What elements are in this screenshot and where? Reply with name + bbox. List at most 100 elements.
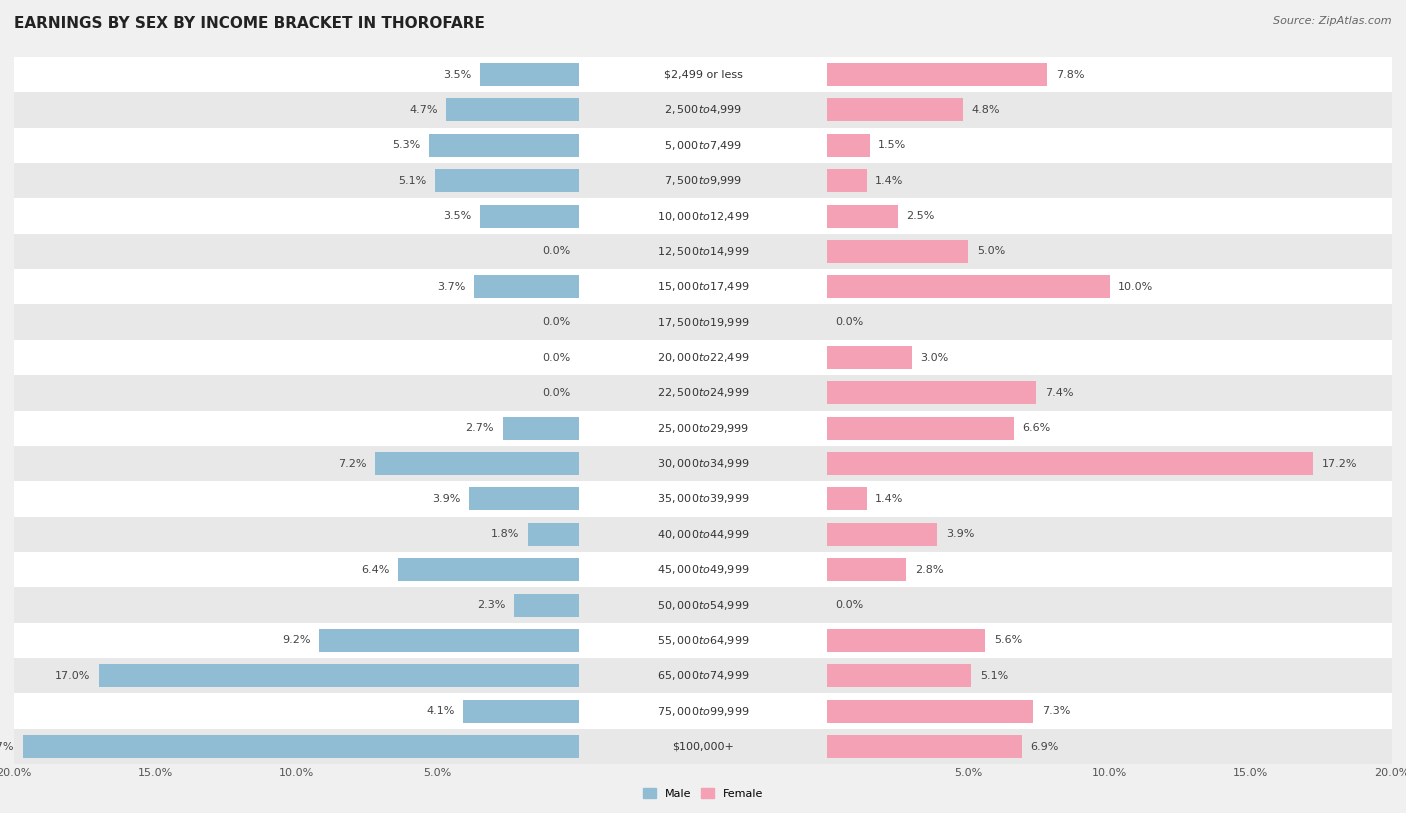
Bar xyxy=(434,169,579,192)
Bar xyxy=(0,128,1406,163)
Bar xyxy=(14,693,1406,729)
Bar xyxy=(263,552,1406,587)
Bar xyxy=(98,664,579,687)
Text: $75,000 to $99,999: $75,000 to $99,999 xyxy=(657,705,749,718)
Bar xyxy=(479,205,579,228)
Text: $2,499 or less: $2,499 or less xyxy=(664,70,742,80)
Text: $20,000 to $22,499: $20,000 to $22,499 xyxy=(657,351,749,364)
Bar xyxy=(14,481,1406,517)
Bar xyxy=(827,63,1047,86)
Text: $2,500 to $4,999: $2,500 to $4,999 xyxy=(664,103,742,116)
Text: $12,500 to $14,999: $12,500 to $14,999 xyxy=(657,245,749,258)
Text: Source: ZipAtlas.com: Source: ZipAtlas.com xyxy=(1274,16,1392,26)
Bar xyxy=(14,552,1406,587)
Text: 10.0%: 10.0% xyxy=(1118,282,1153,292)
Bar xyxy=(827,488,866,511)
Bar xyxy=(0,163,1406,198)
Text: $5,000 to $7,499: $5,000 to $7,499 xyxy=(664,139,742,152)
Bar xyxy=(263,340,1406,375)
Bar xyxy=(263,693,1406,729)
Bar xyxy=(263,269,1406,304)
Bar xyxy=(827,98,963,121)
Bar xyxy=(827,664,972,687)
Text: $50,000 to $54,999: $50,000 to $54,999 xyxy=(657,598,749,611)
Bar xyxy=(0,693,1406,729)
Bar xyxy=(527,523,579,546)
Text: 5.3%: 5.3% xyxy=(392,141,420,150)
Bar xyxy=(0,57,1406,92)
Text: 0.0%: 0.0% xyxy=(543,317,571,327)
Bar xyxy=(14,340,1406,375)
Text: 0.0%: 0.0% xyxy=(835,600,863,610)
Bar xyxy=(827,381,1036,404)
Bar xyxy=(827,276,1109,298)
Text: 6.6%: 6.6% xyxy=(1022,424,1050,433)
Bar xyxy=(463,700,579,723)
Text: 7.8%: 7.8% xyxy=(1056,70,1084,80)
Text: $30,000 to $34,999: $30,000 to $34,999 xyxy=(657,457,749,470)
Bar xyxy=(263,128,1406,163)
Text: 4.8%: 4.8% xyxy=(972,105,1000,115)
Bar xyxy=(479,63,579,86)
Text: $40,000 to $44,999: $40,000 to $44,999 xyxy=(657,528,749,541)
Text: 3.0%: 3.0% xyxy=(921,353,949,363)
Bar xyxy=(263,446,1406,481)
Text: 0.0%: 0.0% xyxy=(835,317,863,327)
Bar xyxy=(0,552,1406,587)
Bar xyxy=(14,411,1406,446)
Bar xyxy=(14,587,1406,623)
Text: $10,000 to $12,499: $10,000 to $12,499 xyxy=(657,210,749,223)
Bar xyxy=(14,517,1406,552)
Bar xyxy=(263,198,1406,234)
Text: 4.7%: 4.7% xyxy=(409,105,437,115)
Text: 1.8%: 1.8% xyxy=(491,529,519,539)
Text: 1.4%: 1.4% xyxy=(875,176,904,185)
Bar xyxy=(0,623,1406,659)
Text: $15,000 to $17,499: $15,000 to $17,499 xyxy=(657,280,749,293)
Text: 3.7%: 3.7% xyxy=(437,282,465,292)
Bar xyxy=(0,92,1406,128)
Text: 4.1%: 4.1% xyxy=(426,706,454,716)
Bar xyxy=(0,304,1406,340)
Bar xyxy=(513,593,579,616)
Bar xyxy=(0,481,1406,517)
Bar xyxy=(263,92,1406,128)
Text: 5.6%: 5.6% xyxy=(994,636,1022,646)
Text: 19.7%: 19.7% xyxy=(0,741,14,751)
Text: 9.2%: 9.2% xyxy=(283,636,311,646)
Text: $55,000 to $64,999: $55,000 to $64,999 xyxy=(657,634,749,647)
Text: 6.9%: 6.9% xyxy=(1031,741,1059,751)
Bar xyxy=(0,587,1406,623)
Bar xyxy=(0,233,1406,269)
Bar xyxy=(263,659,1406,693)
Bar xyxy=(14,233,1406,269)
Bar xyxy=(263,163,1406,198)
Bar xyxy=(827,240,969,263)
Bar xyxy=(827,134,869,157)
Bar xyxy=(14,729,1406,764)
Bar xyxy=(263,57,1406,92)
Bar xyxy=(14,128,1406,163)
Bar xyxy=(14,269,1406,304)
Text: $45,000 to $49,999: $45,000 to $49,999 xyxy=(657,563,749,576)
Text: 3.9%: 3.9% xyxy=(946,529,974,539)
Bar xyxy=(263,481,1406,517)
Bar xyxy=(827,559,907,581)
Text: 17.0%: 17.0% xyxy=(55,671,90,680)
Text: 7.2%: 7.2% xyxy=(339,459,367,468)
Text: 2.5%: 2.5% xyxy=(907,211,935,221)
Text: 3.5%: 3.5% xyxy=(443,70,471,80)
Bar xyxy=(827,169,866,192)
Bar xyxy=(474,276,579,298)
Text: 3.5%: 3.5% xyxy=(443,211,471,221)
Text: $65,000 to $74,999: $65,000 to $74,999 xyxy=(657,669,749,682)
Bar xyxy=(0,446,1406,481)
Text: 7.3%: 7.3% xyxy=(1042,706,1070,716)
Text: 5.0%: 5.0% xyxy=(977,246,1005,256)
Bar xyxy=(14,304,1406,340)
Bar xyxy=(14,92,1406,128)
Text: 2.7%: 2.7% xyxy=(465,424,494,433)
Text: 1.5%: 1.5% xyxy=(879,141,907,150)
Bar xyxy=(429,134,579,157)
Bar xyxy=(0,411,1406,446)
